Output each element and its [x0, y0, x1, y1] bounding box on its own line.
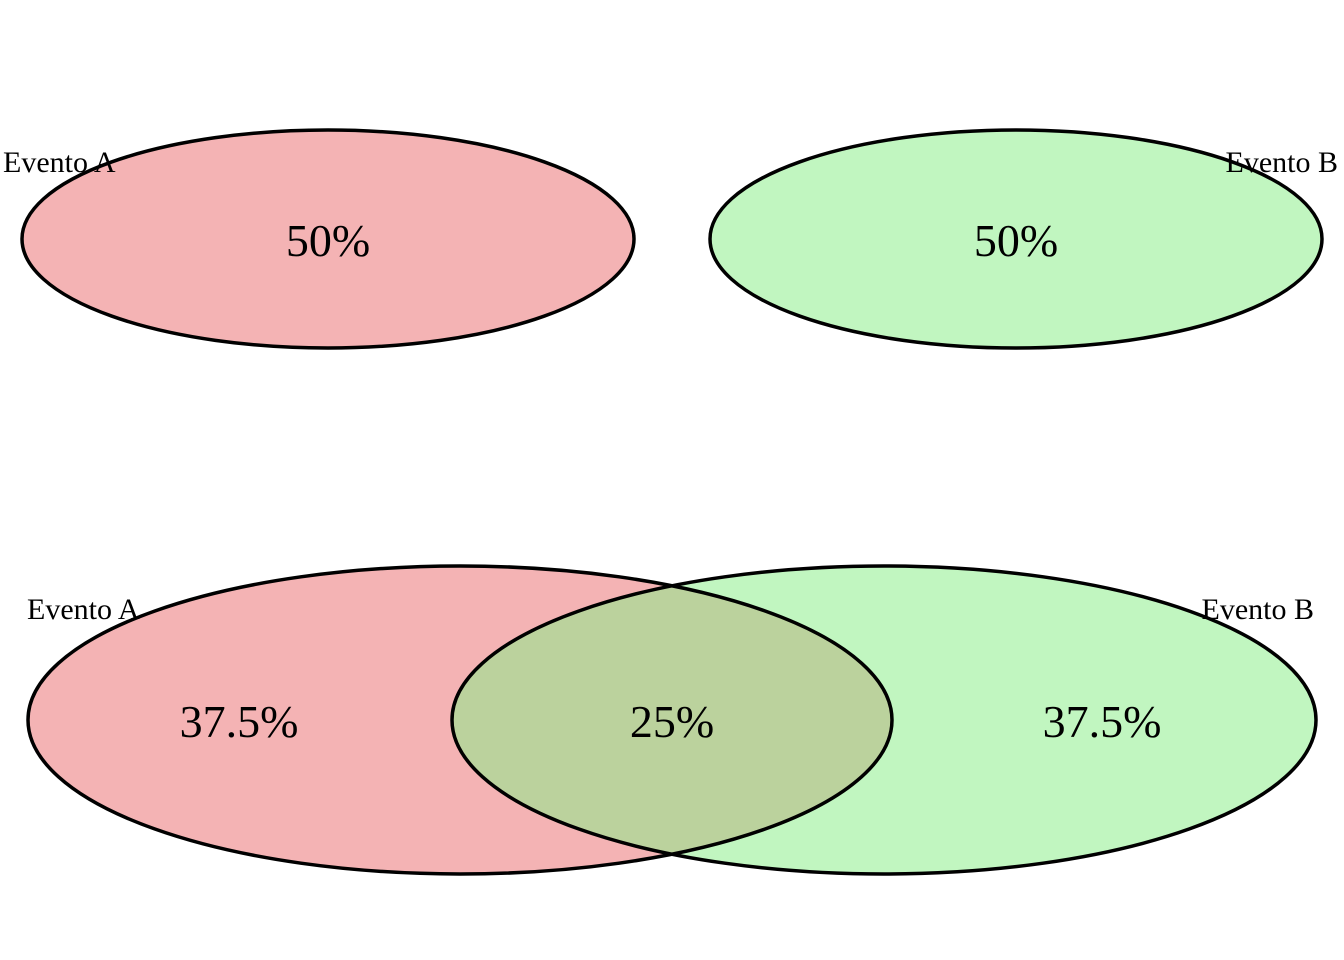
event-a-only-probability: 37.5% — [180, 696, 299, 747]
intersection-probability: 25% — [630, 696, 714, 747]
event-b-probability: 50% — [974, 215, 1058, 266]
event-a-label: Evento A — [3, 146, 116, 179]
event-b-label: Evento B — [1202, 593, 1315, 626]
event-b-label: Evento B — [1226, 146, 1339, 179]
event-b-only-probability: 37.5% — [1043, 696, 1162, 747]
event-b-circle — [710, 130, 1322, 348]
disjoint-events-diagram: Evento A Evento B 50% 50% — [3, 128, 1339, 350]
event-a-circle — [22, 130, 634, 348]
event-a-probability: 50% — [286, 215, 370, 266]
overlapping-events-diagram: Evento A Evento B 37.5% 25% 37.5% — [26, 564, 1318, 876]
event-a-outline — [20, 128, 636, 350]
event-a-label: Evento A — [27, 593, 140, 626]
event-b-outline — [450, 564, 1318, 876]
intersection-region — [452, 566, 892, 874]
event-b-outline — [708, 128, 1324, 350]
event-a-outline — [26, 564, 894, 876]
